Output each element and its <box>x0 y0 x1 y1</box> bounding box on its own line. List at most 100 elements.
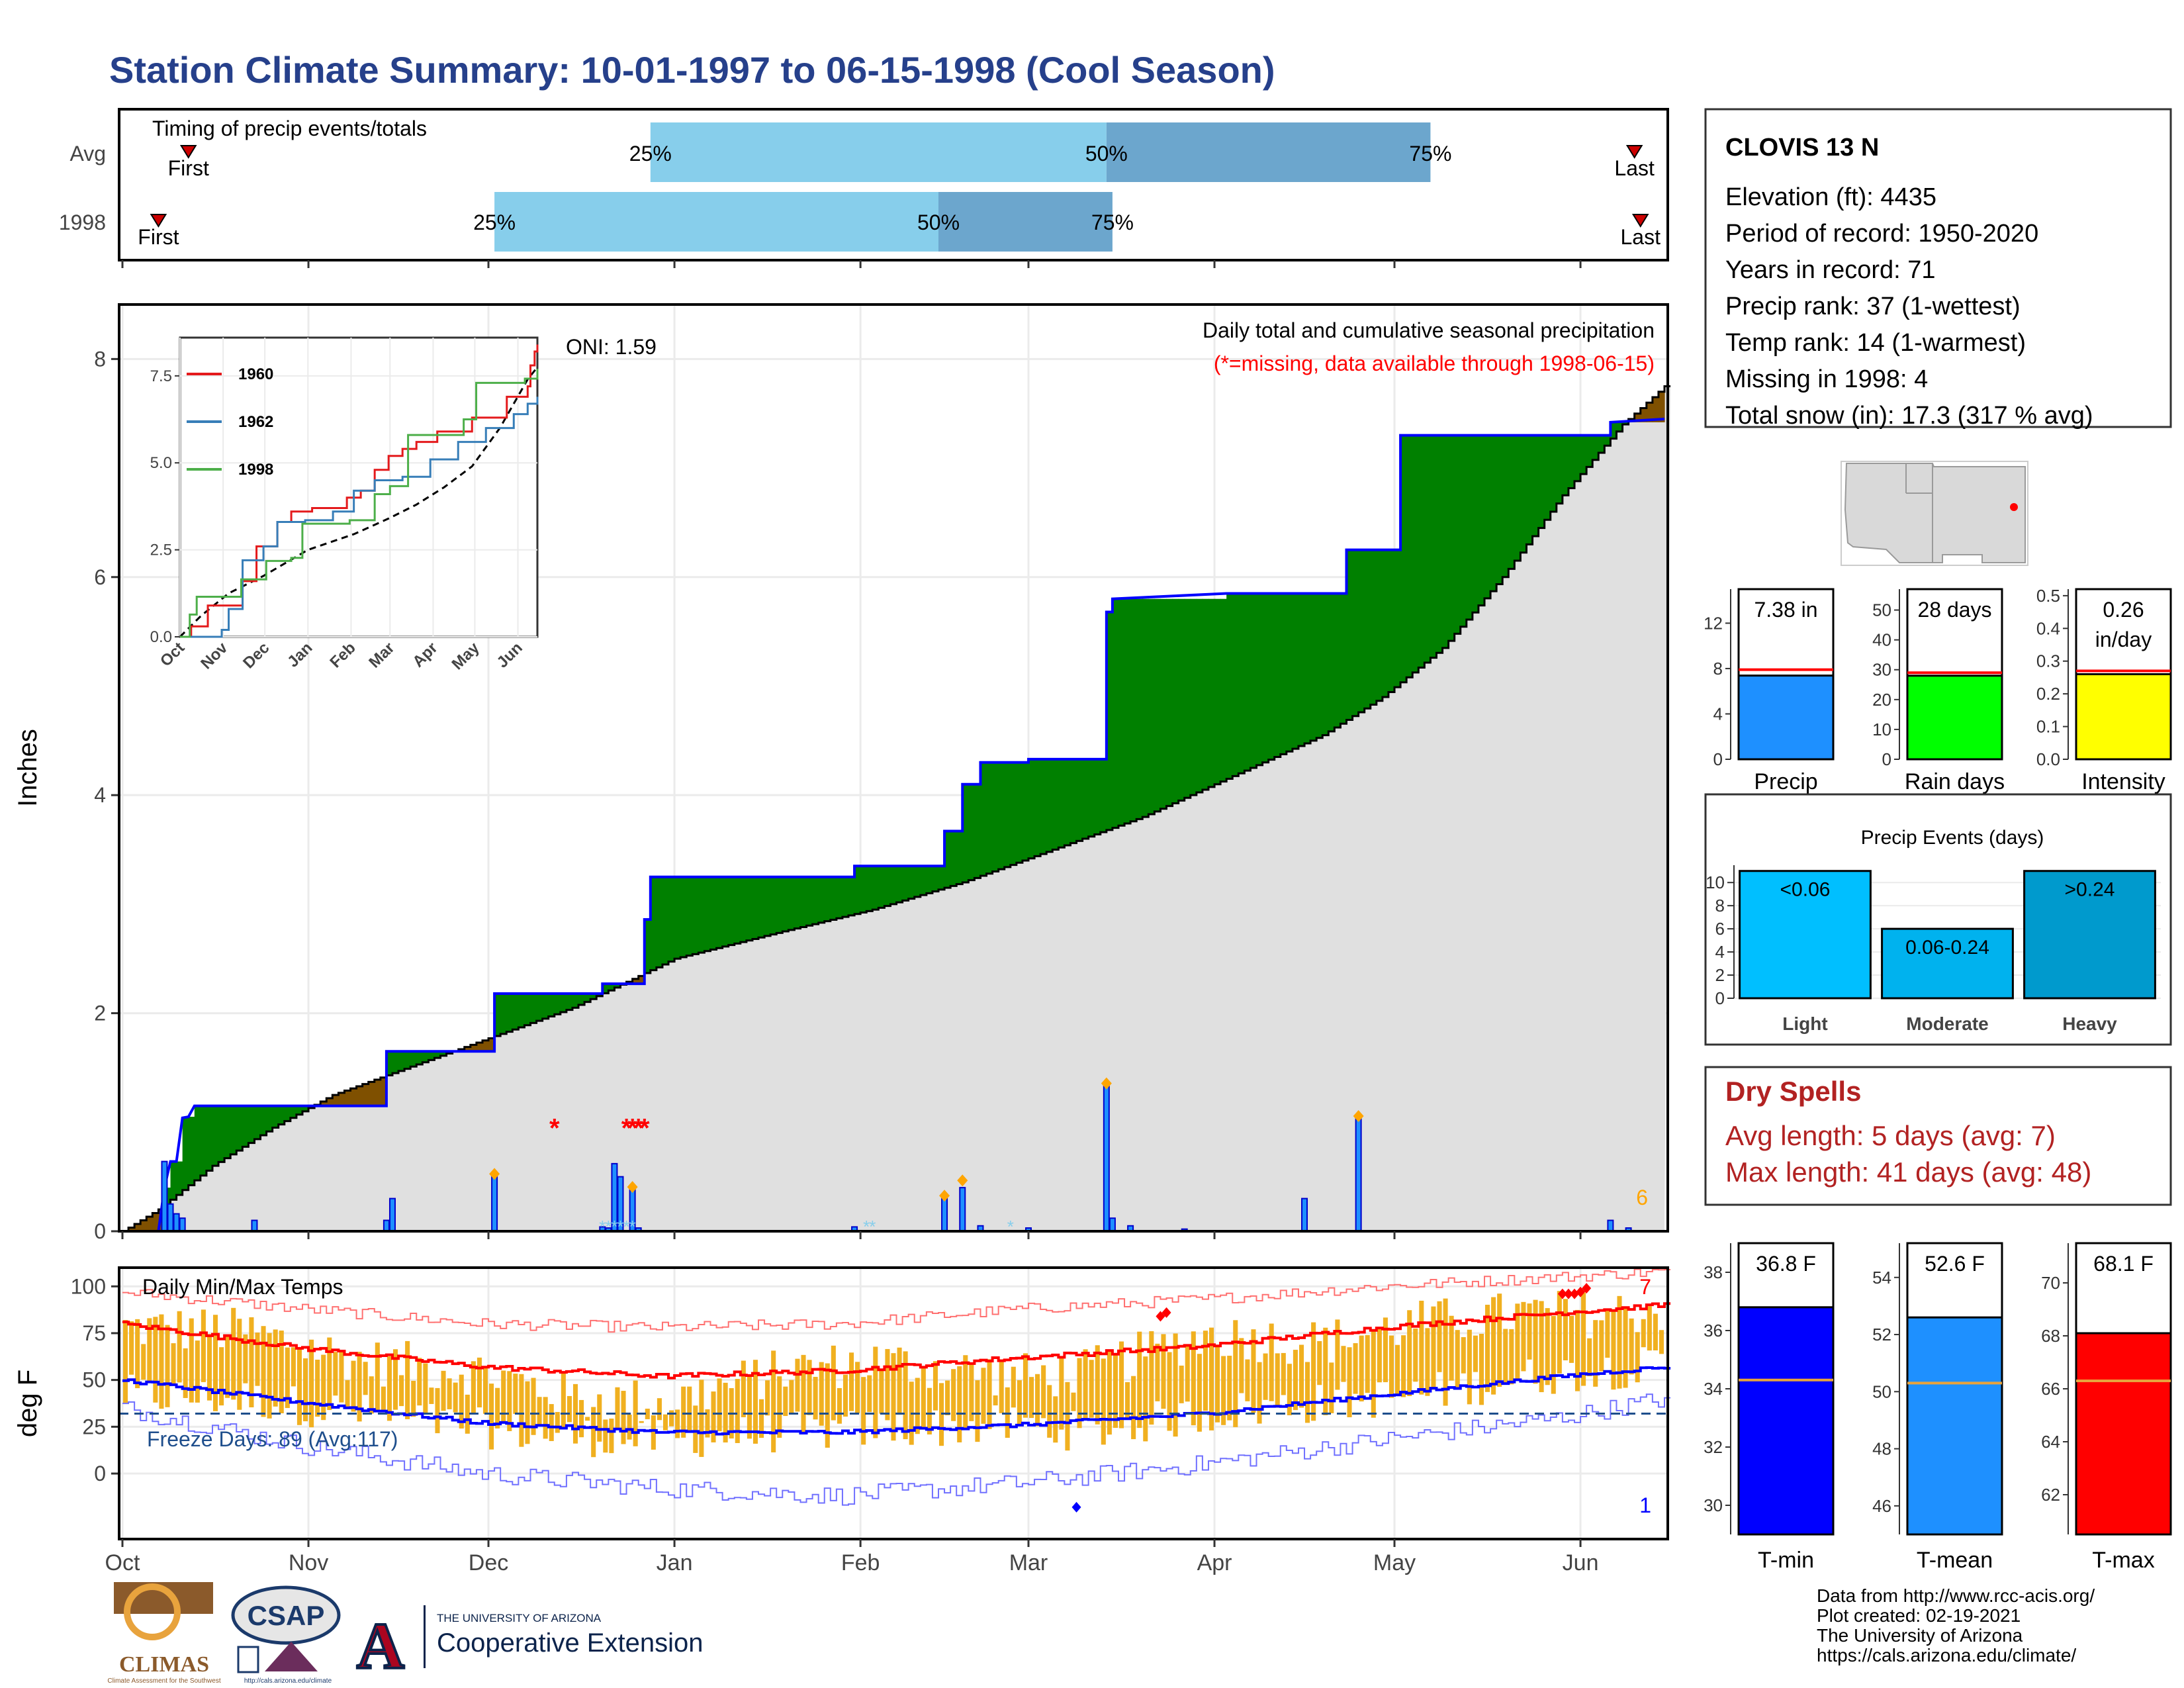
above-average-fill <box>176 1161 183 1196</box>
daily-temp-range-bar <box>735 1379 740 1443</box>
daily-temp-range-bar <box>212 1315 218 1411</box>
above-average-fill <box>1106 612 1113 830</box>
timing-row-avg-label: Avg <box>69 142 106 165</box>
tmean-chart-y-tick-label: 54 <box>1872 1268 1891 1288</box>
missing-data-marker: * <box>627 1113 638 1143</box>
above-average-fill <box>866 866 873 912</box>
daily-temp-range-bar <box>219 1347 224 1406</box>
above-average-fill <box>716 876 723 949</box>
above-average-fill <box>272 1105 279 1128</box>
above-average-fill <box>1118 598 1125 826</box>
mini-raindays-chart-y-tick-label: 20 <box>1872 690 1891 710</box>
events-y-tick-label: 10 <box>1706 872 1725 892</box>
daily-temp-range-bar <box>849 1352 854 1411</box>
y-tick-label: 0 <box>94 1219 106 1243</box>
above-average-fill <box>896 866 903 903</box>
above-average-fill <box>1244 593 1251 771</box>
first-event-marker <box>150 214 167 228</box>
daily-temp-range-bar <box>543 1397 548 1439</box>
daily-temp-range-bar <box>1575 1309 1580 1391</box>
footer-line-created: Plot created: 02-19-2021 <box>1817 1605 2021 1626</box>
below-average-fill <box>344 1090 351 1106</box>
daily-temp-range-bar <box>1641 1319 1646 1348</box>
daily-temp-range-bar <box>321 1354 326 1421</box>
below-average-fill <box>380 1077 387 1106</box>
csap-logo-text: CSAP <box>248 1600 325 1631</box>
below-average-fill <box>476 1043 483 1052</box>
daily-temp-range-bar <box>597 1394 602 1442</box>
daily-temp-range-bar <box>963 1355 968 1429</box>
footer-credits: Data from http://www.rcc-acis.org/ Plot … <box>1817 1585 2095 1665</box>
above-average-fill <box>1160 598 1167 809</box>
daily-temp-range-bar <box>1089 1360 1094 1418</box>
above-average-fill <box>608 984 615 991</box>
daily-temp-range-bar <box>1491 1297 1496 1395</box>
daily-temp-range-bar <box>1167 1352 1172 1431</box>
mini-intensity-chart-y-tick-label: 0.5 <box>2036 586 2060 606</box>
daily-temp-range-bar <box>333 1352 338 1396</box>
daily-temp-range-bar <box>201 1309 206 1382</box>
daily-temp-range-bar <box>1233 1320 1238 1427</box>
daily-temp-range-bar <box>477 1357 482 1408</box>
below-average-fill <box>368 1082 375 1106</box>
daily-temp-range-bar <box>309 1339 314 1428</box>
daily-temp-range-bar <box>1028 1377 1034 1419</box>
station-line-precip-rank: Precip rank: 37 (1-wettest) <box>1725 293 2021 320</box>
daily-temp-range-bar <box>1017 1380 1022 1427</box>
mini-intensity-chart-value-label: 0.26 <box>2103 598 2144 622</box>
inset-series-line-1960 <box>180 344 539 638</box>
daily-temp-range-bar <box>1221 1356 1226 1425</box>
daily-temp-range-bar <box>459 1374 464 1429</box>
daily-temp-range-bar <box>1197 1354 1202 1432</box>
above-average-fill <box>1274 593 1281 757</box>
above-average-fill <box>1166 598 1173 806</box>
mini-intensity-chart-y-tick-label: 0.1 <box>2036 717 2060 737</box>
daily-temp-range-bar <box>1131 1376 1136 1440</box>
daily-temp-range-bar <box>855 1362 860 1414</box>
above-average-fill <box>860 866 867 913</box>
mini-raindays-chart-value-bar <box>1906 675 2003 761</box>
daily-temp-range-bar <box>1425 1328 1430 1396</box>
daily-temp-range-bar <box>399 1375 404 1407</box>
daily-temp-range-bar <box>1191 1331 1196 1426</box>
daily-temp-range-bar <box>1118 1341 1124 1429</box>
above-average-fill <box>1196 598 1203 793</box>
daily-temp-range-bar <box>825 1363 830 1448</box>
timing-label-50: 50% <box>1085 142 1128 165</box>
above-average-fill <box>1502 435 1509 577</box>
events-bar-label-moderate: 0.06-0.24 <box>1905 937 1989 959</box>
station-name: CLOVIS 13 N <box>1725 134 1879 162</box>
daily-temp-range-bar <box>1179 1365 1184 1403</box>
daily-temp-range-bar <box>927 1387 932 1434</box>
daily-precip-bar <box>1301 1197 1308 1233</box>
above-average-fill <box>578 993 585 1005</box>
daily-temp-range-bar <box>999 1359 1004 1413</box>
above-average-fill <box>1340 593 1347 724</box>
tmin-chart-y-tick-label: 34 <box>1704 1379 1723 1399</box>
above-average-fill <box>1466 435 1473 620</box>
daily-temp-range-bar <box>1311 1322 1316 1421</box>
tmin-chart-value-bar <box>1737 1306 1835 1536</box>
above-average-fill <box>1082 759 1089 839</box>
tmean-chart-y-tick-label: 52 <box>1872 1325 1891 1344</box>
above-average-fill <box>1184 598 1191 798</box>
timing-panel: Timing of precip events/totals Avg 1998 … <box>59 108 1669 268</box>
daily-precip-bar <box>1607 1219 1614 1233</box>
above-average-fill <box>248 1105 255 1143</box>
above-average-fill <box>206 1105 213 1171</box>
below-average-fill <box>356 1086 363 1106</box>
precip-panel-title: Daily total and cumulative seasonal prec… <box>1203 318 1655 342</box>
above-average-fill <box>182 1117 189 1190</box>
events-category-moderate: Moderate <box>1906 1013 1988 1034</box>
university-of-arizona-logo: A THE UNIVERSITY OF ARIZONA Cooperative … <box>355 1605 703 1684</box>
above-average-fill <box>1586 435 1593 467</box>
daily-temp-range-bar <box>189 1318 194 1403</box>
daily-temp-range-bar <box>651 1415 656 1450</box>
above-average-fill <box>542 993 549 1019</box>
above-average-fill <box>1322 593 1329 735</box>
mini-precip-chart-y-tick-label: 0 <box>1713 749 1723 769</box>
daily-temp-range-bar <box>1071 1392 1076 1411</box>
daily-temp-range-bar <box>171 1343 176 1385</box>
daily-temp-range-bar <box>867 1375 872 1413</box>
daily-temp-range-bar <box>1473 1335 1478 1372</box>
